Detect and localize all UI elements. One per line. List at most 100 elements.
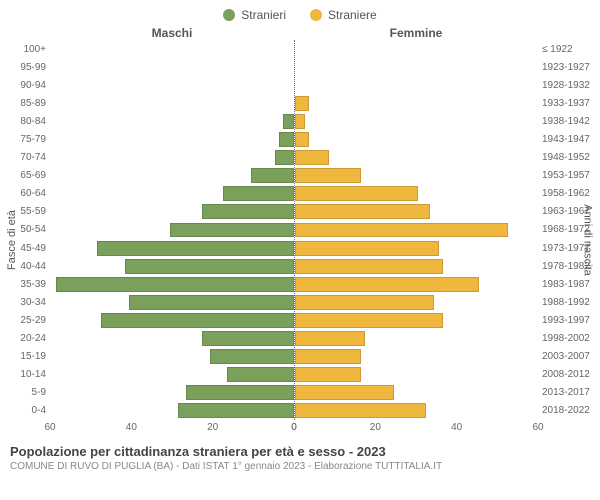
age-label: 75-79 [0, 130, 50, 148]
legend-label-male: Stranieri [241, 8, 286, 22]
y-axis-label-right: Anni di nascita [582, 204, 594, 276]
bar-row-female [295, 366, 539, 384]
bar-row-male [50, 58, 294, 76]
bar-row-female [295, 221, 539, 239]
bar-row-male [50, 221, 294, 239]
bar-row-female [295, 76, 539, 94]
header-female: Femmine [294, 26, 538, 40]
bar-row-female [295, 185, 539, 203]
birth-label: 1993-1997 [538, 311, 600, 329]
bar-row-male [50, 330, 294, 348]
age-label: 25-29 [0, 311, 50, 329]
age-label: 100+ [0, 40, 50, 58]
birth-label: 2018-2022 [538, 402, 600, 420]
age-label: 5-9 [0, 384, 50, 402]
legend-item-male: Stranieri [223, 8, 286, 22]
x-tick: 60 [44, 422, 55, 433]
bar-row-female [295, 94, 539, 112]
birth-label: 1953-1957 [538, 167, 600, 185]
bar-row-female [295, 239, 539, 257]
bar-male [202, 204, 293, 219]
bar-male [101, 313, 294, 328]
bar-male [223, 186, 294, 201]
bar-female [295, 150, 329, 165]
birth-label: 2003-2007 [538, 348, 600, 366]
bar-row-male [50, 257, 294, 275]
bar-male [178, 403, 294, 418]
birth-label: 1938-1942 [538, 112, 600, 130]
bar-female [295, 223, 508, 238]
bar-male [210, 349, 293, 364]
birth-label: 1988-1992 [538, 293, 600, 311]
bar-male [251, 168, 294, 183]
bar-row-male [50, 40, 294, 58]
chart-area: Fasce di età Anni di nascita 100+95-9990… [0, 40, 600, 420]
bar-male [56, 277, 293, 292]
x-tick: 0 [291, 422, 297, 433]
x-axis-right: 0204060 [294, 420, 538, 436]
birth-label: ≤ 1922 [538, 40, 600, 58]
x-tick: 40 [126, 422, 137, 433]
x-axis: 6040200 0204060 [0, 420, 600, 436]
legend-swatch-female [310, 9, 322, 21]
bar-male [279, 132, 293, 147]
bar-row-male [50, 275, 294, 293]
chart-title: Popolazione per cittadinanza straniera p… [0, 436, 600, 459]
bar-row-male [50, 384, 294, 402]
bar-row-male [50, 76, 294, 94]
bar-row-female [295, 257, 539, 275]
bar-male [125, 259, 293, 274]
bar-row-female [295, 58, 539, 76]
bar-female [295, 403, 427, 418]
age-label: 80-84 [0, 112, 50, 130]
bar-male [186, 385, 294, 400]
bar-female [295, 277, 480, 292]
birth-label: 1958-1962 [538, 185, 600, 203]
bar-row-male [50, 94, 294, 112]
bars-male [50, 40, 295, 420]
age-label: 65-69 [0, 167, 50, 185]
legend-label-female: Straniere [328, 8, 377, 22]
bar-row-male [50, 112, 294, 130]
age-label: 85-89 [0, 94, 50, 112]
age-label: 0-4 [0, 402, 50, 420]
x-tick: 60 [532, 422, 543, 433]
age-label: 90-94 [0, 76, 50, 94]
x-tick: 20 [370, 422, 381, 433]
age-label: 30-34 [0, 293, 50, 311]
bar-female [295, 114, 305, 129]
bar-female [295, 204, 431, 219]
bar-row-female [295, 40, 539, 58]
birth-label: 1943-1947 [538, 130, 600, 148]
bar-row-female [295, 348, 539, 366]
bar-female [295, 385, 394, 400]
bar-row-female [295, 275, 539, 293]
age-label: 60-64 [0, 185, 50, 203]
age-label: 20-24 [0, 330, 50, 348]
bar-row-female [295, 203, 539, 221]
bar-row-female [295, 293, 539, 311]
bar-row-male [50, 311, 294, 329]
bar-female [295, 186, 419, 201]
bar-row-female [295, 149, 539, 167]
bar-row-female [295, 130, 539, 148]
bar-male [170, 223, 294, 238]
age-label: 35-39 [0, 275, 50, 293]
bar-female [295, 367, 362, 382]
bars-female [295, 40, 539, 420]
bar-male [129, 295, 293, 310]
x-axis-left: 6040200 [50, 420, 294, 436]
age-label: 15-19 [0, 348, 50, 366]
bar-male [283, 114, 293, 129]
bar-female [295, 132, 309, 147]
header-male: Maschi [50, 26, 294, 40]
x-tick: 20 [207, 422, 218, 433]
bar-male [227, 367, 294, 382]
birth-label: 1923-1927 [538, 58, 600, 76]
bar-row-female [295, 402, 539, 420]
bar-row-female [295, 311, 539, 329]
bar-row-male [50, 366, 294, 384]
birth-label: 2008-2012 [538, 366, 600, 384]
legend-swatch-male [223, 9, 235, 21]
bar-female [295, 96, 309, 111]
